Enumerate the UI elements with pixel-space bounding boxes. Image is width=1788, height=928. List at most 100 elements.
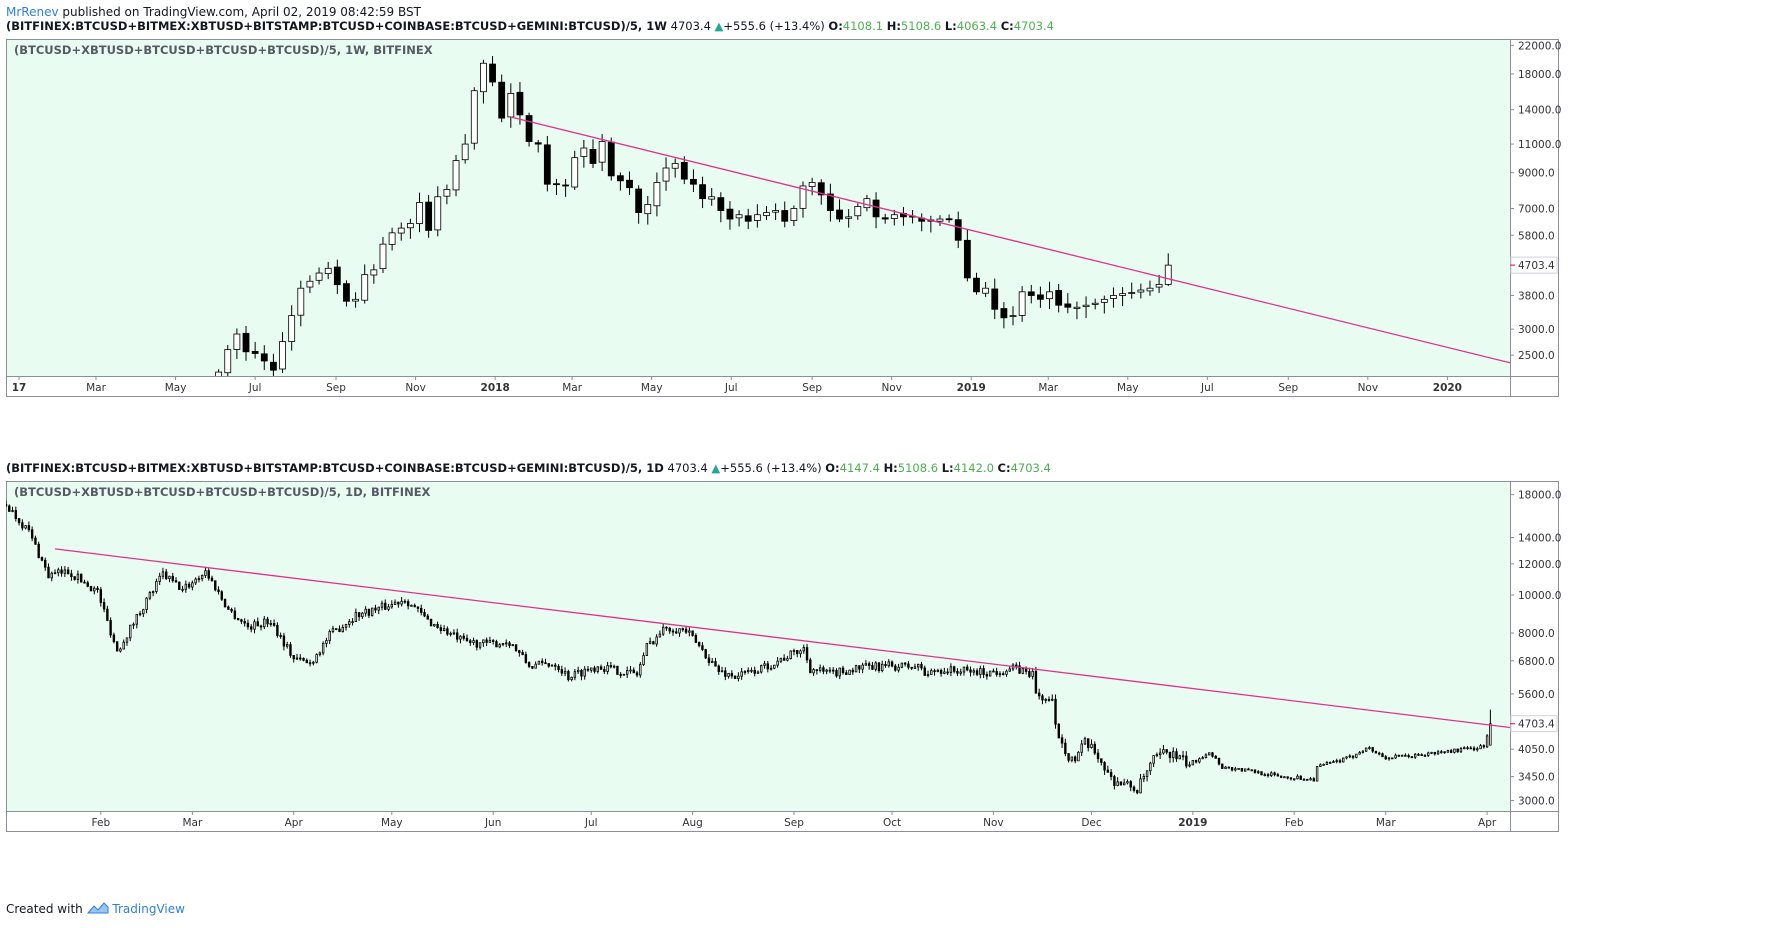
candle-up (1044, 699, 1047, 701)
candle-up (763, 212, 770, 217)
daily-close: 4703.4 (1010, 461, 1051, 475)
candle-up (507, 93, 515, 118)
candle-up (1368, 747, 1371, 749)
daily-change: +555.6 (+13.4%) (720, 461, 822, 475)
candle-down (106, 608, 109, 621)
candle-up (364, 608, 367, 614)
candle-up (606, 665, 609, 672)
candle-down (44, 559, 47, 568)
candle-down (1093, 743, 1096, 754)
candle-up (573, 671, 577, 678)
candle-down (939, 669, 943, 674)
trendline[interactable] (510, 116, 1510, 364)
candle-down (1221, 763, 1224, 770)
candle-down (805, 647, 809, 661)
candle-down (1002, 673, 1005, 676)
candle-down (894, 665, 897, 671)
x-tick-label: 2018 (481, 382, 510, 394)
weekly-low: 4063.4 (956, 19, 998, 33)
candle-down (717, 197, 725, 211)
candle-down (1273, 772, 1276, 776)
candle-up (773, 664, 776, 669)
x-tick-label: Jul (1200, 382, 1214, 394)
candle-down (60, 569, 63, 574)
candle-down (276, 624, 279, 636)
candle-up (1243, 768, 1247, 772)
candle-down (1136, 790, 1139, 794)
candle-down (753, 669, 756, 674)
candle-up (1250, 769, 1253, 772)
weekly-chart-pane[interactable]: (BTCUSD+XBTUSD+BTCUSD+BTCUSD+BTCUSD)/5, … (0, 38, 1788, 460)
candle-down (1055, 290, 1063, 306)
candle-down (1041, 695, 1044, 701)
candle-down (1024, 668, 1028, 672)
candle-up (1116, 781, 1119, 786)
candle-down (299, 657, 302, 660)
candle-up (644, 204, 652, 215)
candle-up (890, 214, 898, 219)
candle-up (354, 612, 358, 622)
candle-up (145, 597, 148, 610)
candle-up (377, 606, 380, 611)
candle-up (881, 663, 884, 672)
candle-up (799, 650, 802, 655)
candle-down (956, 670, 959, 674)
candle-up (63, 569, 67, 574)
candle-down (704, 649, 707, 659)
candle-up (285, 644, 289, 647)
candle-up (1139, 778, 1142, 794)
y-tick-label: 7000.0 (1518, 203, 1555, 215)
candle-down (475, 640, 479, 648)
candle-up (887, 661, 890, 667)
candle-down (872, 199, 880, 218)
candle-down (423, 612, 426, 617)
plot-area[interactable] (6, 481, 1510, 811)
plot-area[interactable] (6, 39, 1510, 376)
candle-down (207, 570, 210, 579)
candle-up (433, 624, 436, 627)
candle-down (292, 654, 295, 660)
candle-down (1449, 750, 1453, 753)
candle-down (86, 582, 89, 587)
candle-down (665, 626, 668, 629)
candle-down (923, 667, 926, 676)
candle-up (1293, 778, 1296, 781)
candle-down (489, 63, 496, 83)
candle-down (668, 627, 671, 632)
candle-up (753, 214, 761, 221)
candle-down (835, 670, 838, 677)
candle-up (318, 652, 322, 656)
trendline[interactable] (54, 548, 1510, 729)
candle-up (750, 669, 753, 672)
candle-up (324, 267, 332, 274)
candle-down (14, 510, 18, 519)
candle-down (1037, 294, 1044, 300)
candle-up (735, 214, 743, 219)
candle-down (102, 602, 106, 610)
candle-up (315, 654, 318, 663)
candle-up (388, 232, 396, 245)
candle-down (516, 91, 524, 116)
candle-up (1082, 304, 1090, 308)
candle-down (462, 635, 465, 639)
candle-up (122, 641, 125, 650)
candle-down (681, 628, 685, 631)
candle-up (779, 657, 783, 662)
candle-up (93, 587, 96, 592)
daily-chart-pane[interactable]: (BTCUSD+XBTUSD+BTCUSD+BTCUSD+BTCUSD)/5, … (0, 480, 1788, 894)
candle-down (171, 575, 174, 582)
y-tick-label: 11000.0 (1518, 139, 1561, 151)
candle-down (1378, 752, 1381, 755)
candle-down (975, 670, 979, 675)
candle-down (1276, 774, 1280, 777)
candle-up (501, 643, 505, 646)
candle-down (1433, 751, 1437, 755)
candle-up (596, 666, 599, 672)
author-link[interactable]: MrRenev (6, 5, 59, 19)
candle-down (1312, 778, 1316, 782)
weekly-last: 4703.4 (670, 19, 711, 33)
candle-down (214, 580, 217, 591)
daily-low: 4142.0 (953, 461, 994, 475)
tradingview-link[interactable]: TradingView (112, 902, 185, 916)
candle-up (746, 669, 750, 672)
